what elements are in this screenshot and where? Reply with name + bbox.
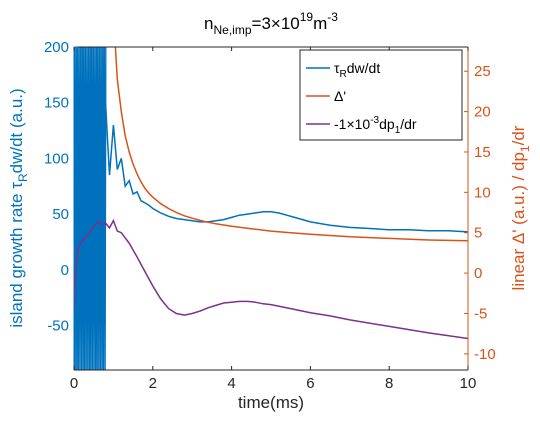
- series-pressure-gradient-line: [74, 218, 468, 340]
- x-tick-label: 6: [306, 375, 314, 392]
- right-y-tick-label: -10: [474, 346, 496, 363]
- left-y-label-part2: dw/dt (a.u.): [7, 88, 26, 173]
- title-subscript: Ne,imp: [214, 23, 252, 37]
- left-y-label-part1: island growth rate τ: [7, 182, 26, 328]
- series-delta-prime-line: [114, 47, 468, 242]
- x-tick-label: 10: [460, 375, 477, 392]
- left-y-tick-label: 50: [52, 206, 69, 223]
- right-y-tick-label: -5: [474, 305, 487, 322]
- title-base: n: [204, 14, 213, 33]
- right-y-axis-label: linear Δ' (a.u.) / dp1/dr: [509, 125, 532, 290]
- legend-label: τRdw/dt: [334, 60, 380, 80]
- series-growth-rate-oscillation: [74, 47, 107, 370]
- series-growth-rate-line: [104, 102, 468, 233]
- left-y-tick-label: 0: [61, 262, 69, 279]
- legend-label: Δ': [334, 88, 346, 104]
- right-y-tick-label: 10: [474, 184, 491, 201]
- title-superscript: 19: [300, 10, 314, 24]
- right-y-tick-label: 25: [474, 63, 491, 80]
- right-y-tick-label: 15: [474, 144, 491, 161]
- left-y-tick-label: 150: [44, 95, 69, 112]
- right-y-tick-label: 0: [474, 265, 482, 282]
- x-tick-label: 2: [149, 375, 157, 392]
- title-unit-superscript: -3: [327, 10, 338, 24]
- left-y-tick-label: 200: [44, 39, 69, 56]
- right-y-tick-label: 20: [474, 104, 491, 121]
- x-axis-label: time(ms): [238, 393, 304, 412]
- legend-label: -1×10-3dp1/dr: [334, 115, 417, 136]
- legend: τRdw/dt Δ' -1×10-3dp1/dr: [299, 49, 463, 141]
- title-unit: m: [313, 14, 327, 33]
- right-y-label-subscript: 1: [518, 145, 532, 152]
- chart-title: nNe,imp=3×1019m-3: [204, 10, 338, 37]
- x-tick-label: 4: [227, 375, 235, 392]
- legend-box: [299, 49, 463, 141]
- right-y-tick-label: 5: [474, 225, 482, 242]
- left-y-label-subscript: R: [16, 173, 30, 182]
- left-y-axis-label: island growth rate τRdw/dt (a.u.): [7, 88, 30, 327]
- right-y-label-part2: /dr: [509, 125, 528, 145]
- title-mid: =3×10: [252, 14, 300, 33]
- series-layer: [74, 47, 468, 370]
- left-y-tick-label: 100: [44, 150, 69, 167]
- right-y-label-part1: linear Δ' (a.u.) / dp: [509, 152, 528, 290]
- x-tick-label: 0: [70, 375, 78, 392]
- left-y-tick-label: -50: [47, 317, 69, 334]
- x-tick-label: 8: [385, 375, 393, 392]
